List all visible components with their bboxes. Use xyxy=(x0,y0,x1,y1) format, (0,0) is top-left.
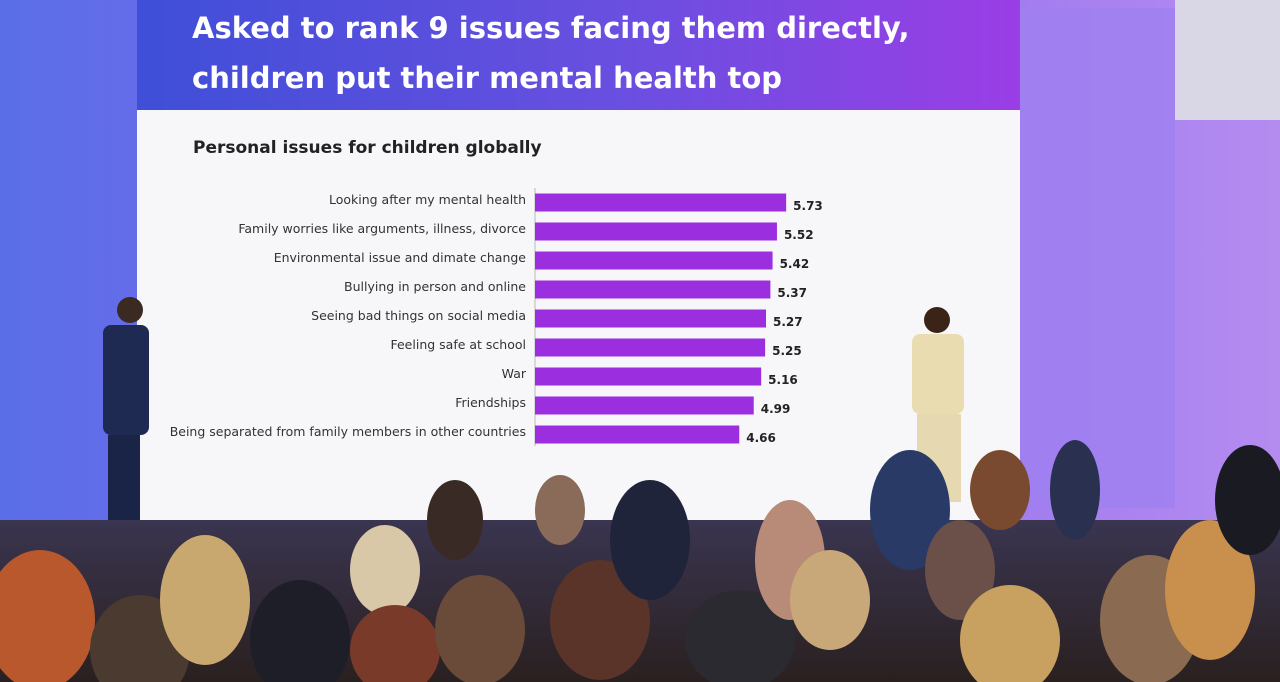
bar xyxy=(535,367,762,386)
category-label: Looking after my mental health xyxy=(329,192,526,207)
value-label: 5.52 xyxy=(784,228,814,242)
bars: Looking after my mental health 5.73 Family… xyxy=(170,192,823,445)
category-label: Environmental issue and dimate change xyxy=(274,250,527,265)
bar xyxy=(535,338,766,357)
chart-title: Asked to rank 9 issues facing them direc… xyxy=(192,11,910,45)
ceiling xyxy=(1175,0,1280,120)
category-label: Bullying in person and online xyxy=(344,279,526,294)
title-banner xyxy=(137,0,1020,130)
category-label: Friendships xyxy=(455,395,526,410)
value-label: 5.16 xyxy=(768,373,798,387)
value-label: 4.66 xyxy=(746,431,776,445)
chart-subtitle: Personal issues for children globally xyxy=(193,138,542,158)
category-label: War xyxy=(502,366,527,381)
category-label: Feeling safe at school xyxy=(390,337,526,352)
category-label: Family worries like arguments, illness, … xyxy=(238,221,526,236)
bar xyxy=(535,251,773,270)
category-label: Being separated from family members in o… xyxy=(170,424,526,439)
audience xyxy=(0,440,1280,682)
value-label: 5.42 xyxy=(780,257,810,271)
bar xyxy=(535,280,771,299)
bar xyxy=(535,309,767,328)
bar xyxy=(535,396,754,415)
value-label: 5.27 xyxy=(773,315,803,329)
category-label: Seeing bad things on social media xyxy=(311,308,526,323)
value-label: 5.73 xyxy=(793,199,823,213)
value-label: 5.25 xyxy=(772,344,802,358)
value-label: 5.37 xyxy=(777,286,807,300)
value-label: 4.99 xyxy=(761,402,791,416)
side-panel xyxy=(1020,8,1175,508)
bar xyxy=(535,222,777,241)
bar xyxy=(535,193,787,212)
bar xyxy=(535,425,740,444)
chart-title: children put their mental health top xyxy=(192,61,782,95)
